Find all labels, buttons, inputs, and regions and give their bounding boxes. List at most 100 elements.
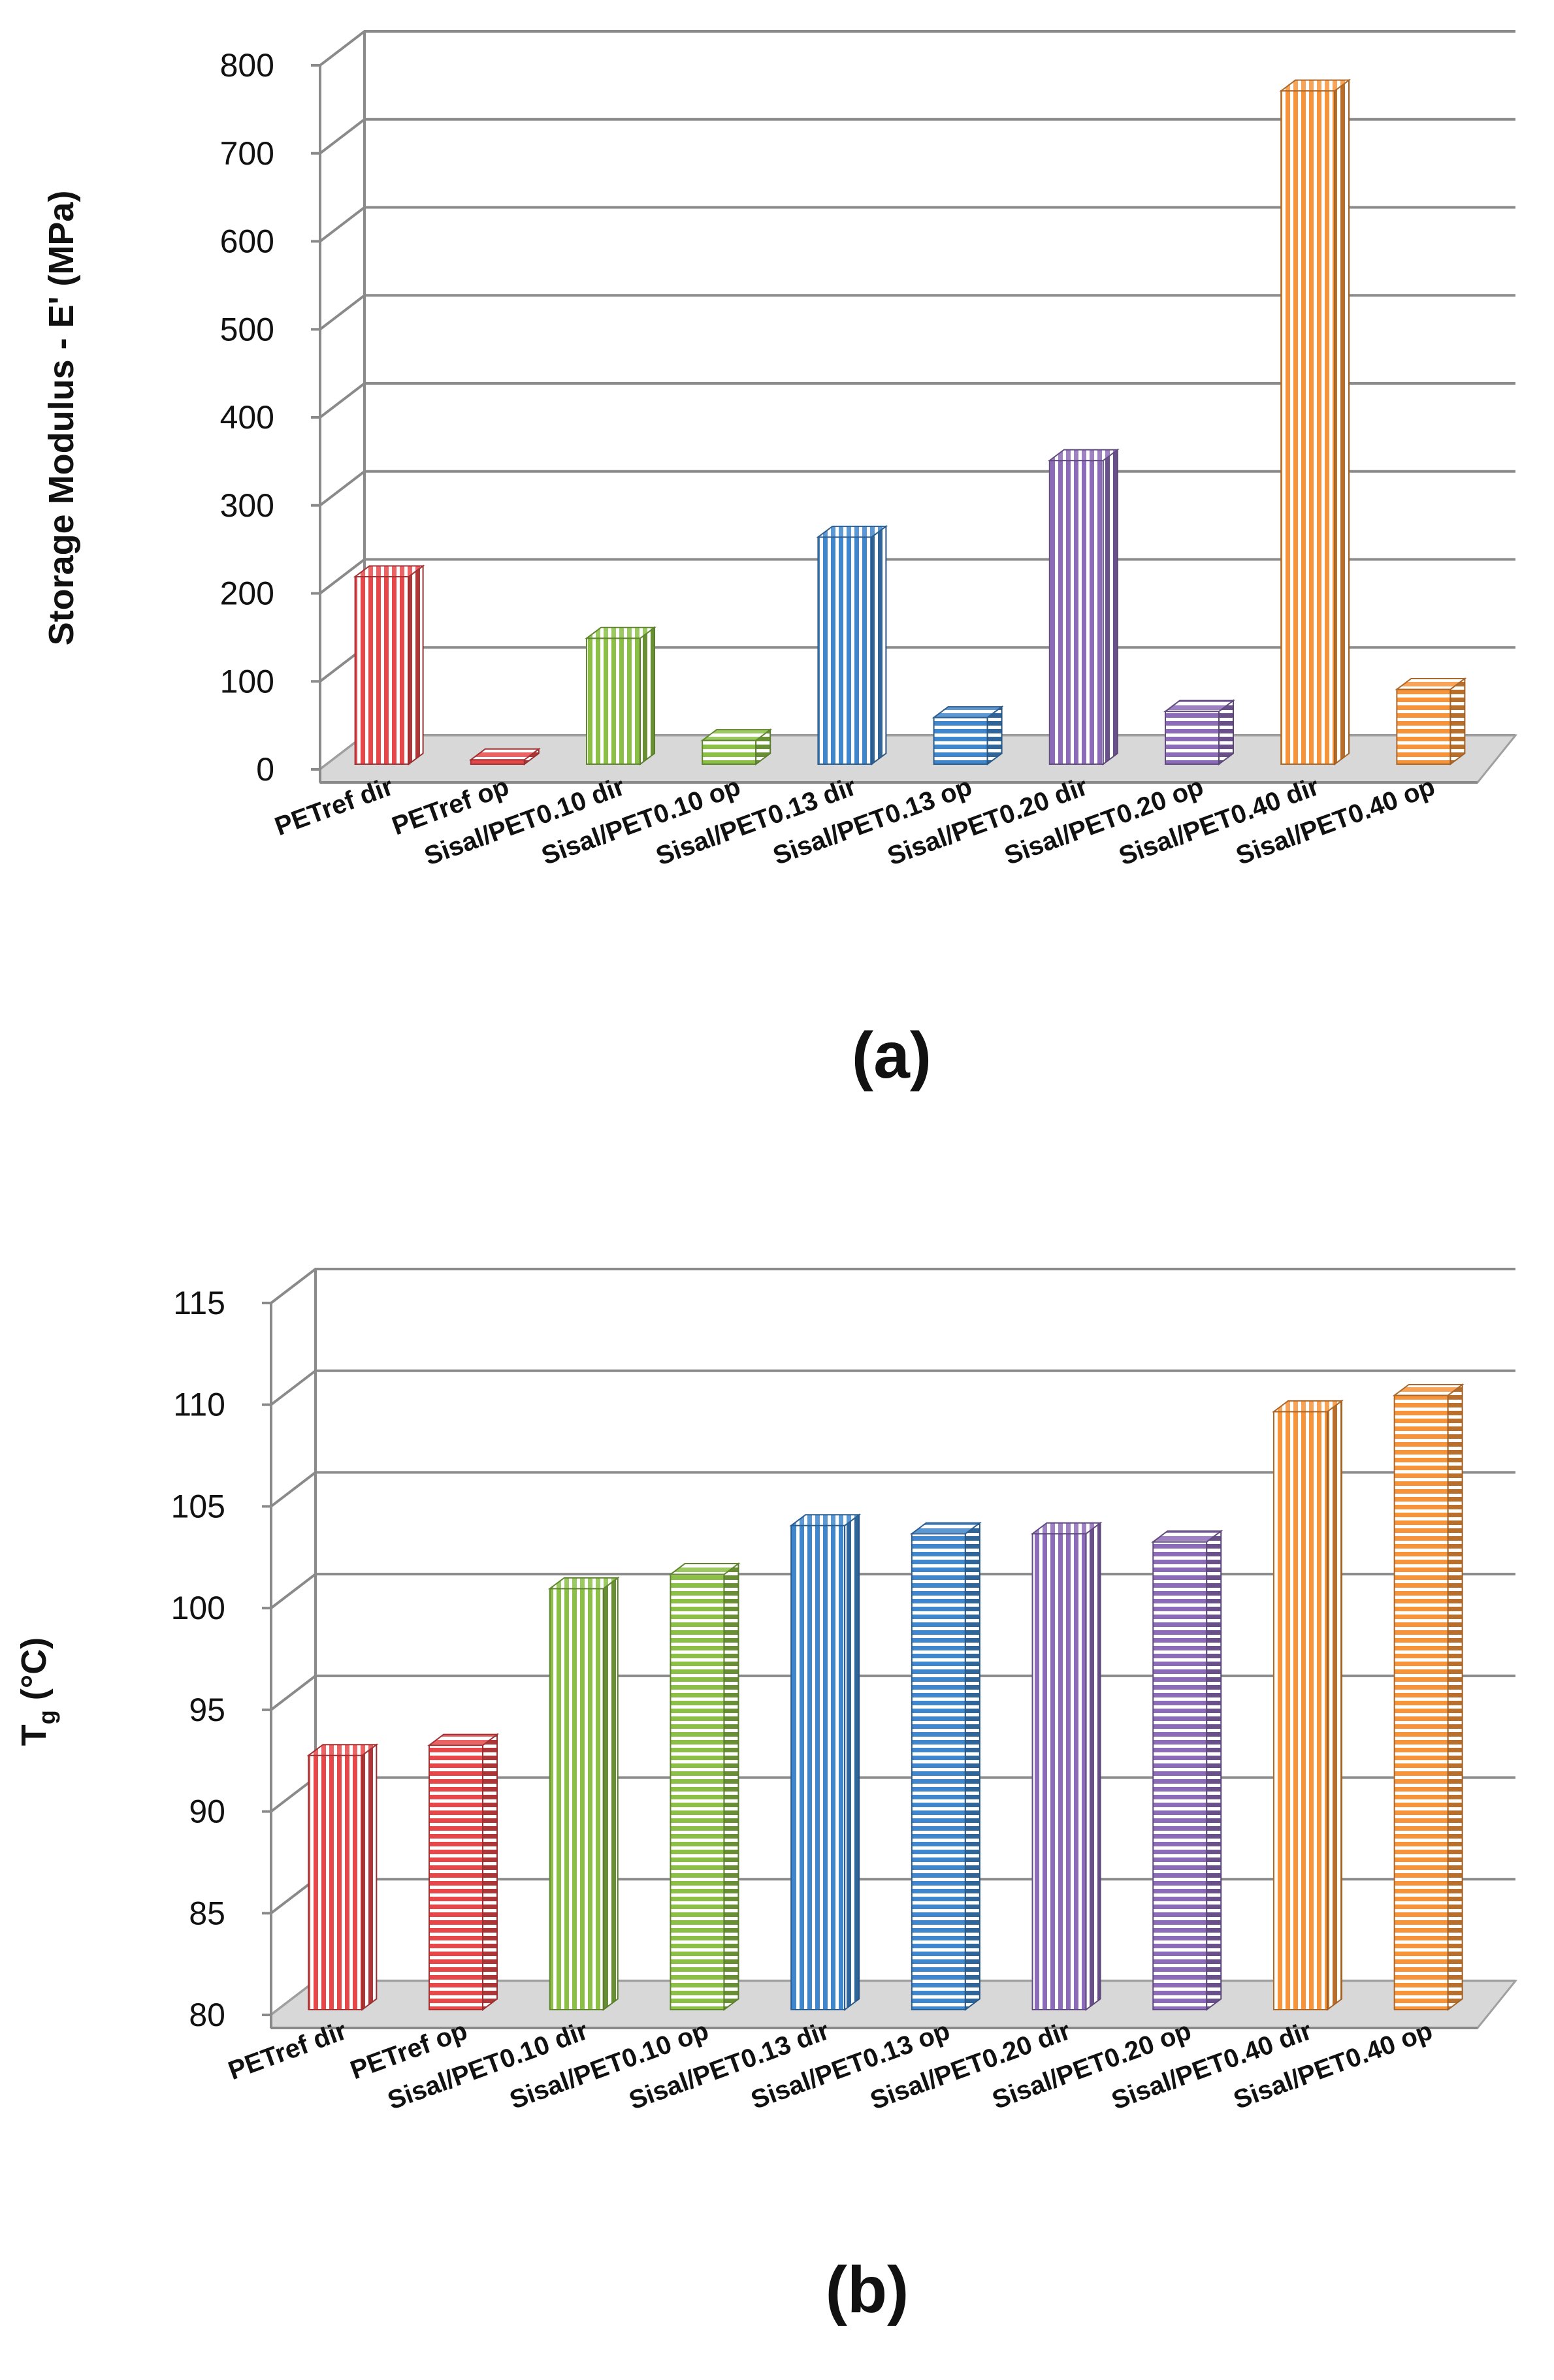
bar-side	[1447, 1383, 1463, 2011]
bar-front	[790, 1524, 846, 2011]
bar-b-9	[1271, 1399, 1344, 2011]
bar-front	[549, 1588, 604, 2010]
gridline	[319, 30, 1515, 67]
bar-b-6	[909, 1521, 982, 2011]
x-category-label: Sisal/PET0.40 op	[1230, 2016, 1436, 2115]
bar-side	[482, 1733, 498, 2011]
y-tick-label: 700	[220, 135, 274, 172]
bar-b-10	[1392, 1383, 1465, 2011]
y-axis-title: Storage Modulus - E' (MPa)	[42, 191, 81, 646]
bar-a-2	[468, 747, 541, 765]
bar-a-5	[816, 524, 888, 765]
bar-front	[429, 1745, 484, 2010]
bar-top	[585, 626, 656, 639]
bar-a-10	[1395, 677, 1467, 765]
bar-top	[353, 565, 425, 577]
y-tick-label: 300	[220, 487, 274, 524]
gridline	[270, 1268, 1515, 1304]
x-category-label: Sisal/PET0.20 op	[988, 2016, 1195, 2115]
bar-front	[817, 536, 873, 765]
bar-side	[639, 626, 655, 765]
bar-top	[909, 1522, 982, 1535]
bar-a-8	[1163, 699, 1235, 765]
x-category-label: Sisal/PET0.20 dir	[867, 2016, 1075, 2115]
bar-top	[816, 525, 888, 538]
bar-b-7	[1030, 1521, 1103, 2011]
x-category-label: Sisal/PET0.40 op	[1233, 772, 1439, 871]
bar-side	[723, 1562, 739, 2011]
bar-side	[602, 1576, 619, 2011]
bar-side	[361, 1743, 378, 2011]
y-tick-label: 110	[173, 1387, 225, 1423]
bar-top	[1279, 79, 1352, 92]
bar-b-1	[306, 1743, 379, 2011]
bar-front	[1048, 460, 1104, 765]
x-category-label: Sisal/PET0.10 op	[506, 2016, 713, 2115]
bar-front	[1152, 1541, 1208, 2011]
x-category-label: Sisal/PET0.13 dir	[625, 2016, 833, 2115]
y-tick-label: 85	[189, 1895, 225, 1931]
y-tick-label: 90	[189, 1793, 225, 1830]
bar-side	[1085, 1521, 1101, 2011]
bar-top	[931, 706, 1004, 718]
bar-top	[468, 748, 541, 761]
y-tick-label: 80	[189, 1997, 225, 2033]
bar-a-1	[353, 564, 425, 765]
bar-top	[1030, 1522, 1103, 1535]
y-tick-label: 0	[256, 751, 274, 788]
bar-top	[789, 1514, 862, 1526]
bar-front	[1272, 1411, 1328, 2010]
bar-b-8	[1151, 1530, 1223, 2011]
bar-front	[1396, 688, 1451, 765]
bar-side	[1449, 677, 1466, 765]
bar-front	[1031, 1533, 1087, 2010]
y-tick-label: 400	[220, 399, 274, 436]
bar-a-4	[700, 728, 773, 765]
y-tick-label: 100	[220, 663, 274, 700]
y-tick-label: 100	[171, 1590, 225, 1626]
bar-top	[427, 1733, 500, 1746]
bar-front	[670, 1573, 725, 2011]
bar-side	[964, 1521, 980, 2011]
bar-b-5	[789, 1513, 862, 2011]
y-tick-label: 200	[220, 575, 274, 612]
bar-front	[1393, 1394, 1449, 2010]
y-tick-label: 600	[220, 223, 274, 260]
x-category-label: Sisal/PET0.13 op	[747, 2016, 954, 2115]
bar-front	[1280, 90, 1336, 765]
x-category-label: Sisal/PET0.40 dir	[1108, 2016, 1316, 2115]
bar-b-4	[668, 1562, 741, 2011]
bar-top	[306, 1744, 379, 1756]
bar-top	[1151, 1530, 1223, 1543]
bar-side	[1102, 448, 1118, 765]
bar-top	[1392, 1383, 1465, 1396]
bar-a-7	[1047, 448, 1120, 765]
y-axis-title: Tg (°C)	[14, 1637, 60, 1746]
bar-side	[1206, 1530, 1222, 2011]
panel-label: (b)	[826, 2253, 909, 2326]
gridline	[270, 1369, 1515, 1406]
bar-side	[408, 564, 424, 765]
bar-a-6	[931, 705, 1004, 765]
y-tick-label: 500	[220, 311, 274, 347]
bar-side	[871, 524, 887, 765]
bar-front	[933, 716, 988, 765]
bar-front	[354, 575, 410, 765]
bar-front	[308, 1754, 363, 2011]
y-tick-label: 105	[171, 1488, 225, 1524]
x-category-label: Sisal/PET0.10 dir	[384, 2016, 592, 2115]
bar-top	[547, 1577, 620, 1590]
bar-top	[1271, 1400, 1344, 1413]
bar-front	[470, 759, 525, 765]
bar-front	[911, 1533, 966, 2010]
bar-a-9	[1279, 78, 1352, 765]
bar-b-3	[547, 1576, 620, 2011]
bar-top	[668, 1563, 741, 1575]
bar-side	[1326, 1399, 1342, 2011]
bar-front	[1165, 711, 1220, 765]
bar-top	[1395, 677, 1467, 690]
